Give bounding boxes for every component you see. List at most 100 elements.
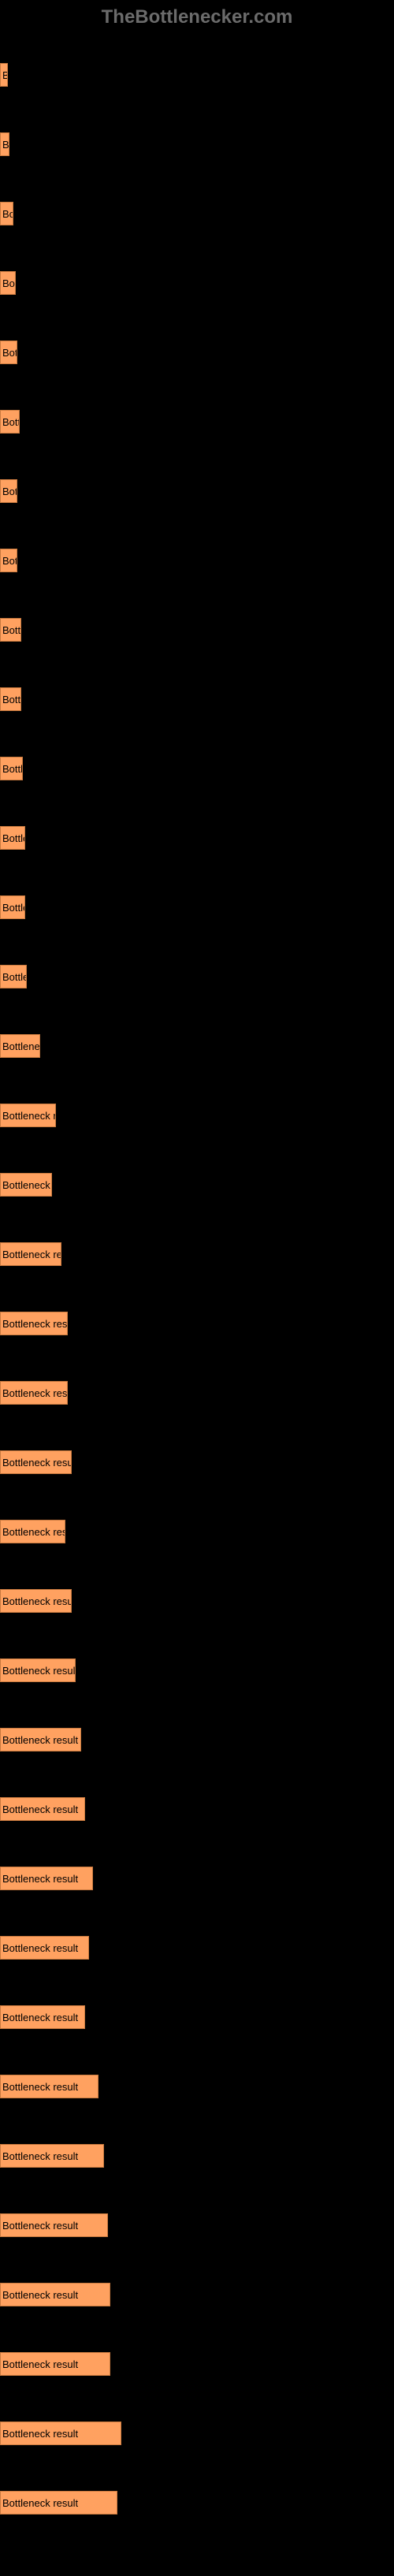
bar-label: Bottleneck result <box>1 1873 78 1885</box>
bar-label: Bottleneck result <box>1 1942 78 1954</box>
bar-row: Bottleneck result <box>0 1072 394 1141</box>
bar: Bottleneck result <box>0 757 23 780</box>
bar: Bottleneck result <box>0 1312 68 1335</box>
bar-row: Bottleneck result <box>0 378 394 448</box>
bar-row: Bottleneck result <box>0 725 394 795</box>
bar-row: Bottleneck result <box>0 1280 394 1349</box>
bar: Bottleneck result <box>0 1797 85 1821</box>
bar: Bottleneck result <box>0 618 21 642</box>
bar-label: Bottleneck result <box>1 347 17 359</box>
bar: Bottleneck result <box>0 1658 76 1682</box>
bar-row: Bottleneck result <box>0 864 394 933</box>
bar: Bottleneck result <box>0 1867 93 1890</box>
bar-label: Bottleneck result <box>1 1318 67 1330</box>
bar-row: Bottleneck result <box>0 517 394 586</box>
bar: Bottleneck result <box>0 1242 61 1266</box>
bar: Bottleneck result <box>0 1728 81 1751</box>
bar: Bottleneck result <box>0 63 8 87</box>
bar-label: Bottleneck result <box>1 694 20 705</box>
bar: Bottleneck result <box>0 687 21 711</box>
bar-label: Bottleneck result <box>1 555 17 567</box>
bar-label: Bottleneck result <box>1 2428 78 2440</box>
bar: Bottleneck result <box>0 271 16 295</box>
bar-row: Bottleneck result <box>0 1627 394 1696</box>
bar: Bottleneck result <box>0 549 17 572</box>
bar-row: Bottleneck result <box>0 1211 394 1280</box>
bar: Bottleneck result <box>0 895 25 919</box>
bar-label: Bottleneck result <box>1 1179 51 1191</box>
bar-label: Bottleneck result <box>1 208 13 220</box>
bar-row: Bottleneck result <box>0 586 394 656</box>
bar-label: Bottleneck result <box>1 2358 78 2370</box>
bar-label: Bottleneck result <box>1 2220 78 2232</box>
bar-row: Bottleneck result <box>0 1419 394 1488</box>
bar-row: Bottleneck result <box>0 448 394 517</box>
bar: Bottleneck result <box>0 2005 85 2029</box>
bar-label: Bottleneck result <box>1 416 19 428</box>
bar-label: Bottleneck result <box>1 69 7 81</box>
bar: Bottleneck result <box>0 965 27 988</box>
bar-row: Bottleneck result <box>0 1003 394 1072</box>
bar-label: Bottleneck result <box>1 1734 78 1746</box>
bar-label: Bottleneck result <box>1 832 24 844</box>
bar: Bottleneck result <box>0 341 17 364</box>
bar-row: Bottleneck result <box>0 2182 394 2251</box>
bar-label: Bottleneck result <box>1 1595 71 1607</box>
bar-row: Bottleneck result <box>0 170 394 240</box>
bar-row: Bottleneck result <box>0 2251 394 2321</box>
bar: Bottleneck result <box>0 826 25 850</box>
bar: Bottleneck result <box>0 2352 110 2376</box>
bar-row: Bottleneck result <box>0 1141 394 1211</box>
watermark-text: TheBottlenecker.com <box>0 0 394 32</box>
bar: Bottleneck result <box>0 202 13 225</box>
bar: Bottleneck result <box>0 1936 89 1960</box>
bar-label: Bottleneck result <box>1 2497 78 2509</box>
bar: Bottleneck result <box>0 2491 117 2515</box>
bar-label: Bottleneck result <box>1 1110 55 1122</box>
bar-label: Bottleneck result <box>1 763 22 775</box>
bar: Bottleneck result <box>0 1034 40 1058</box>
bar-label: Bottleneck result <box>1 1040 39 1052</box>
bar-row: Bottleneck result <box>0 1558 394 1627</box>
bar-row: Bottleneck result <box>0 240 394 309</box>
bar: Bottleneck result <box>0 1381 68 1405</box>
bar-label: Bottleneck result <box>1 139 9 151</box>
bar: Bottleneck result <box>0 2075 98 2098</box>
bar-row: Bottleneck result <box>0 1766 394 1835</box>
bar: Bottleneck result <box>0 2213 108 2237</box>
bar-row: Bottleneck result <box>0 2043 394 2113</box>
bar: Bottleneck result <box>0 1104 56 1127</box>
bar-row: Bottleneck result <box>0 1974 394 2043</box>
bar-label: Bottleneck result <box>1 277 15 289</box>
bar-label: Bottleneck result <box>1 1526 65 1538</box>
bar-row: Bottleneck result <box>0 1904 394 1974</box>
bar-chart: Bottleneck result Bottleneck result Bottle… <box>0 32 394 2576</box>
bar-row: Bottleneck result <box>0 1835 394 1904</box>
bar-label: Bottleneck result <box>1 1249 61 1260</box>
bar-row: Bottleneck result <box>0 1349 394 1419</box>
bar: Bottleneck result <box>0 132 9 156</box>
bar-label: Bottleneck result <box>1 1457 71 1469</box>
bar-row: Bottleneck result <box>0 933 394 1003</box>
bar-row: Bottleneck result <box>0 2459 394 2529</box>
bar: Bottleneck result <box>0 410 20 434</box>
bar-label: Bottleneck result <box>1 902 24 914</box>
bar-label: Bottleneck result <box>1 2081 78 2093</box>
bar-row: Bottleneck result <box>0 101 394 170</box>
bar-row: Bottleneck result <box>0 2321 394 2390</box>
bar-label: Bottleneck result <box>1 2150 78 2162</box>
bar-row: Bottleneck result <box>0 795 394 864</box>
bar: Bottleneck result <box>0 1450 72 1474</box>
bar-label: Bottleneck result <box>1 971 26 983</box>
bar-row: Bottleneck result <box>0 2113 394 2182</box>
bar-label: Bottleneck result <box>1 486 17 497</box>
bar: Bottleneck result <box>0 2283 110 2306</box>
bar-row: Bottleneck result <box>0 1696 394 1766</box>
bar-label: Bottleneck result <box>1 2289 78 2301</box>
bar-row: Bottleneck result <box>0 656 394 725</box>
bar: Bottleneck result <box>0 479 17 503</box>
bar: Bottleneck result <box>0 2422 121 2445</box>
bar-label: Bottleneck result <box>1 2012 78 2023</box>
bar-row: Bottleneck result <box>0 1488 394 1558</box>
bar-label: Bottleneck result <box>1 1804 78 1815</box>
